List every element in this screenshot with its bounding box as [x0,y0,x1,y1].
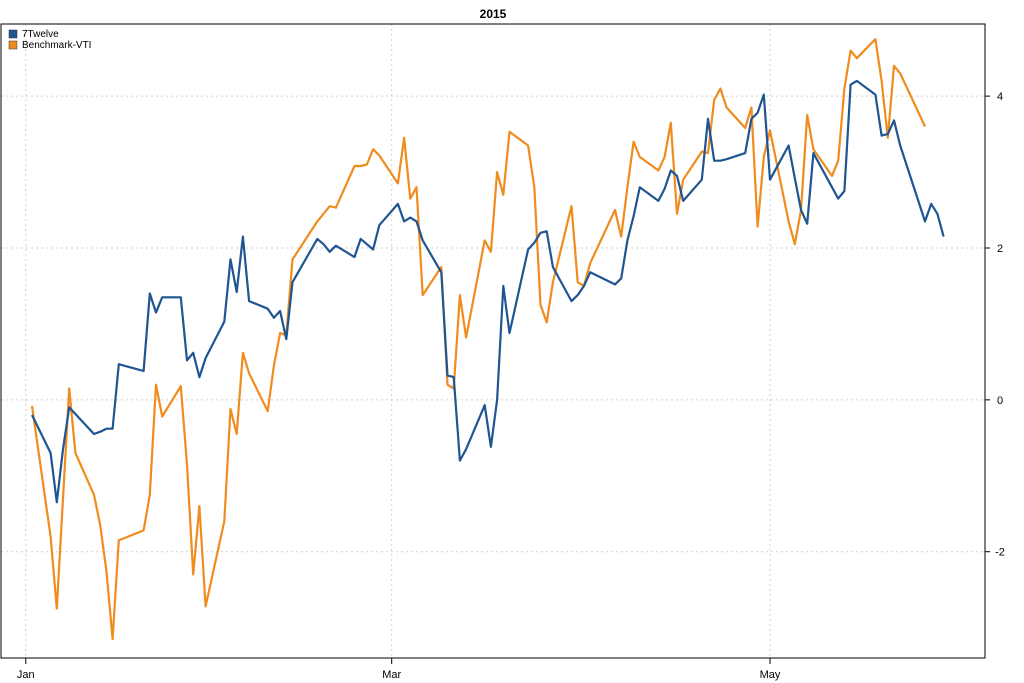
plot-frame [0,23,986,659]
y-tick-label: -2 [995,547,1005,559]
legend-swatch-7twelve [8,29,18,39]
y-tick-label: 0 [997,395,1003,407]
x-tick-label: Mar [382,669,401,681]
legend-label-7twelve: 7Twelve [22,29,59,40]
legend-label-benchmark-vti: Benchmark-VTI [22,40,91,51]
x-tick-label: May [760,669,781,681]
grid [1,24,985,658]
chart-title: 2015 [480,7,507,21]
legend-swatch-benchmark-vti [8,40,18,50]
series-layer [30,38,945,641]
y-tick-label: 4 [997,91,1003,103]
axes: Jan Mar May -2 0 2 4 [17,91,1005,681]
x-tick-label: Jan [17,669,35,681]
y-tick-label: 2 [997,243,1003,255]
series-line-benchmark-vti [30,38,926,641]
series-line-7twelve [31,79,945,504]
